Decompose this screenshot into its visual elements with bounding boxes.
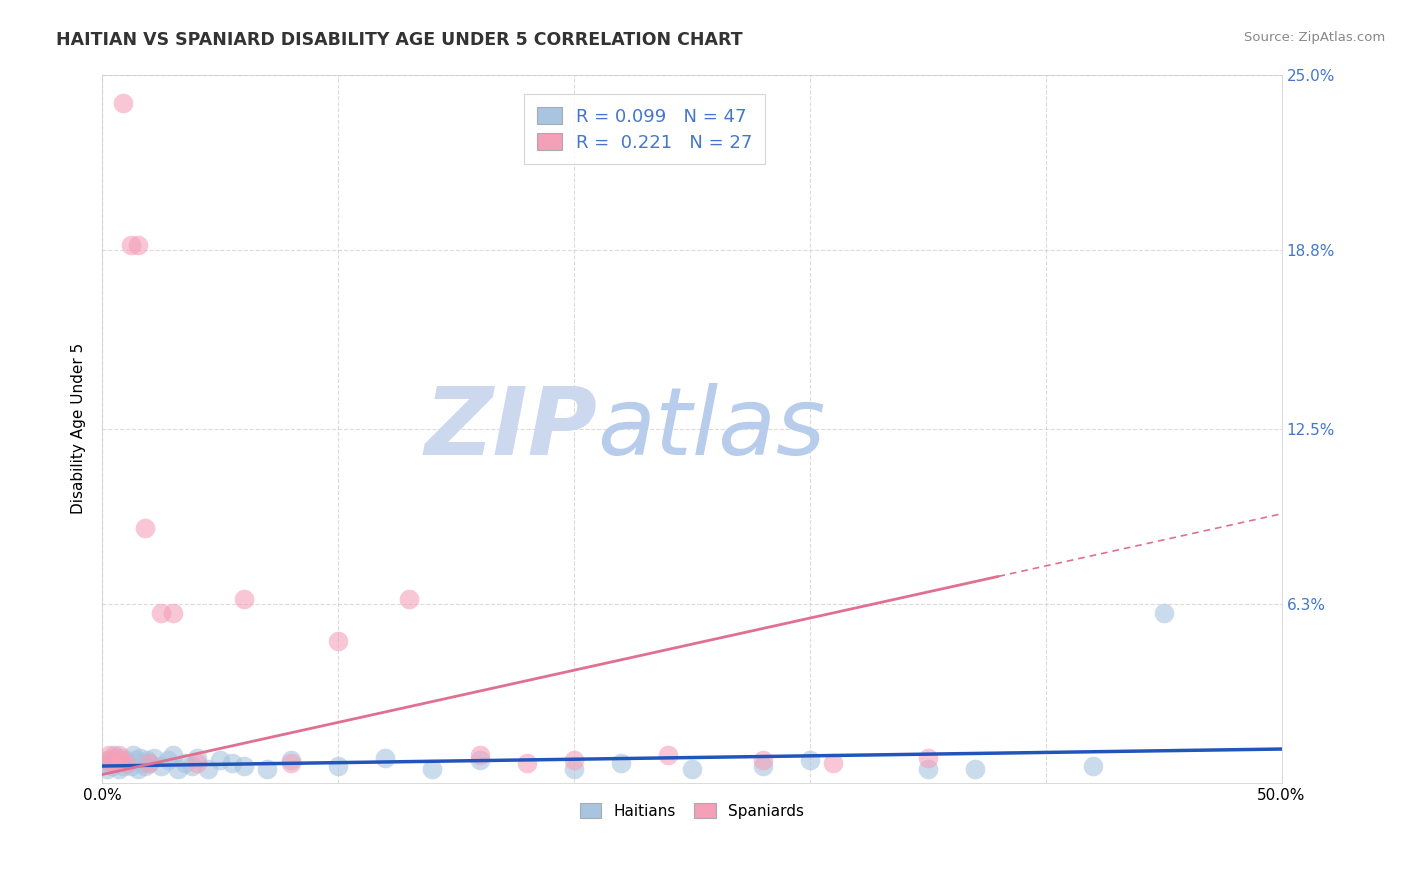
Point [105, 756, 128, 771]
Point [110, 750, 132, 764]
Y-axis label: Disability Age Under 5: Disability Age Under 5 [72, 343, 86, 515]
Point [120, 759, 142, 773]
Point [186, 750, 208, 764]
Point [209, 753, 232, 767]
Point [98, 747, 121, 762]
Point [100, 759, 122, 773]
Point [150, 606, 173, 620]
Point [516, 756, 538, 771]
Point [256, 762, 278, 776]
Point [326, 634, 349, 648]
Point [96, 753, 118, 767]
Point [93, 756, 115, 771]
Point [107, 747, 129, 762]
Point [134, 759, 156, 773]
Point [136, 753, 159, 767]
Point [917, 750, 939, 764]
Point [127, 762, 149, 776]
Point [150, 759, 173, 773]
Point [143, 750, 166, 764]
Point [117, 756, 139, 771]
Point [562, 753, 585, 767]
Point [326, 759, 349, 773]
Text: HAITIAN VS SPANIARD DISABILITY AGE UNDER 5 CORRELATION CHART: HAITIAN VS SPANIARD DISABILITY AGE UNDER… [56, 31, 742, 49]
Point [657, 747, 679, 762]
Point [112, 759, 135, 773]
Point [138, 756, 160, 771]
Point [103, 747, 125, 762]
Point [127, 237, 149, 252]
Point [134, 521, 156, 535]
Point [100, 756, 122, 771]
Point [166, 762, 188, 776]
Point [221, 756, 243, 771]
Point [138, 756, 160, 771]
Point [162, 606, 184, 620]
Point [280, 756, 302, 771]
Point [110, 753, 132, 767]
Point [374, 750, 396, 764]
Point [468, 753, 491, 767]
Point [112, 95, 135, 110]
Point [610, 756, 633, 771]
Point [105, 756, 128, 771]
Text: atlas: atlas [598, 384, 825, 475]
Point [114, 756, 136, 771]
Point [232, 591, 254, 606]
Point [173, 756, 195, 771]
Point [131, 756, 153, 771]
Point [122, 747, 145, 762]
Point [162, 747, 184, 762]
Point [120, 237, 142, 252]
Point [98, 753, 121, 767]
Point [1153, 606, 1175, 620]
Point [180, 759, 202, 773]
Point [280, 753, 302, 767]
Point [562, 762, 585, 776]
Point [681, 762, 703, 776]
Point [186, 756, 208, 771]
Point [398, 591, 420, 606]
Text: Source: ZipAtlas.com: Source: ZipAtlas.com [1244, 31, 1385, 45]
Point [114, 753, 136, 767]
Point [232, 759, 254, 773]
Point [751, 753, 773, 767]
Point [129, 750, 152, 764]
Point [917, 762, 939, 776]
Point [422, 762, 444, 776]
Point [107, 762, 129, 776]
Point [468, 747, 491, 762]
Point [197, 762, 219, 776]
Point [823, 756, 845, 771]
Point [1081, 759, 1104, 773]
Point [799, 753, 821, 767]
Point [751, 759, 773, 773]
Point [96, 762, 118, 776]
Point [963, 762, 986, 776]
Text: ZIP: ZIP [425, 383, 598, 475]
Point [157, 753, 180, 767]
Legend: Haitians, Spaniards: Haitians, Spaniards [574, 797, 810, 825]
Point [103, 750, 125, 764]
Point [124, 753, 146, 767]
